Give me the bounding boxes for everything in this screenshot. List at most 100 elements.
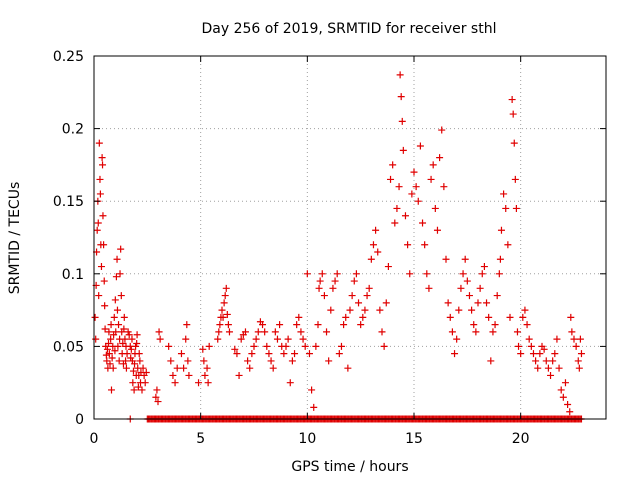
data-point	[365, 284, 373, 292]
data-point	[123, 350, 131, 358]
data-point	[325, 357, 333, 365]
data-point	[93, 226, 101, 234]
data-point	[453, 335, 461, 343]
data-point	[438, 126, 446, 134]
data-point	[235, 371, 243, 379]
data-point	[574, 357, 582, 365]
data-point	[267, 357, 275, 365]
data-point	[559, 393, 567, 401]
data-point	[542, 357, 550, 365]
data-point	[421, 241, 429, 249]
data-point	[553, 335, 561, 343]
data-point	[201, 371, 209, 379]
data-point	[555, 364, 563, 372]
data-point	[470, 321, 478, 329]
data-point	[495, 270, 503, 278]
data-point	[135, 350, 143, 358]
data-point	[357, 321, 365, 329]
data-point	[122, 364, 130, 372]
data-point	[312, 342, 320, 350]
data-point	[329, 284, 337, 292]
data-point	[389, 161, 397, 169]
data-point	[461, 255, 469, 263]
data-point	[203, 364, 211, 372]
data-point	[221, 292, 229, 300]
data-point	[233, 350, 241, 358]
data-point	[352, 270, 360, 278]
data-point	[120, 313, 128, 321]
data-point	[547, 371, 555, 379]
grid-lines	[94, 56, 606, 419]
data-point	[133, 331, 141, 339]
data-point	[303, 270, 311, 278]
data-point	[121, 335, 129, 343]
data-point	[295, 313, 303, 321]
data-point	[536, 350, 544, 358]
data-point	[406, 270, 414, 278]
data-point	[273, 335, 281, 343]
data-point	[527, 342, 535, 350]
data-point	[401, 212, 409, 220]
data-point	[131, 360, 139, 368]
x-tick-label: 10	[298, 431, 316, 447]
data-point	[139, 364, 147, 372]
data-point	[399, 146, 407, 154]
data-point	[478, 270, 486, 278]
data-point	[335, 350, 343, 358]
data-point	[116, 270, 124, 278]
data-point	[94, 219, 102, 227]
data-point	[551, 350, 559, 358]
data-point	[316, 277, 324, 285]
data-point	[502, 204, 510, 212]
data-point	[468, 306, 476, 314]
data-point	[457, 284, 465, 292]
data-point	[540, 345, 548, 353]
data-point	[98, 154, 106, 162]
data-point	[496, 255, 504, 263]
data-point	[363, 292, 371, 300]
data-point	[111, 347, 119, 355]
data-point	[500, 190, 508, 198]
data-point	[344, 364, 352, 372]
data-point	[199, 345, 207, 353]
data-point	[105, 339, 113, 347]
data-point	[576, 335, 584, 343]
data-point	[110, 313, 118, 321]
data-point	[412, 183, 420, 191]
data-point	[532, 357, 540, 365]
data-point	[241, 328, 249, 336]
data-point	[184, 357, 192, 365]
data-point	[544, 364, 552, 372]
data-point	[112, 273, 120, 281]
data-point	[112, 328, 120, 336]
data-point	[244, 357, 252, 365]
data-point	[107, 386, 115, 394]
data-point	[250, 342, 258, 350]
data-point	[280, 350, 288, 358]
data-point	[429, 161, 437, 169]
data-point	[491, 321, 499, 329]
data-point	[511, 175, 519, 183]
data-point	[416, 142, 424, 150]
data-point	[404, 241, 412, 249]
data-point	[361, 306, 369, 314]
data-point	[408, 190, 416, 198]
data-point	[333, 270, 341, 278]
data-point	[136, 357, 144, 365]
data-point	[369, 241, 377, 249]
data-point	[320, 292, 328, 300]
data-point	[359, 313, 367, 321]
data-point	[215, 328, 223, 336]
data-point	[129, 367, 137, 375]
data-point	[446, 313, 454, 321]
data-point	[337, 342, 345, 350]
data-point	[216, 321, 224, 329]
data-point	[129, 379, 137, 387]
data-point	[355, 299, 363, 307]
data-point	[117, 292, 125, 300]
data-point	[120, 325, 128, 333]
data-point	[367, 255, 375, 263]
data-point	[570, 335, 578, 343]
data-point	[397, 93, 405, 101]
